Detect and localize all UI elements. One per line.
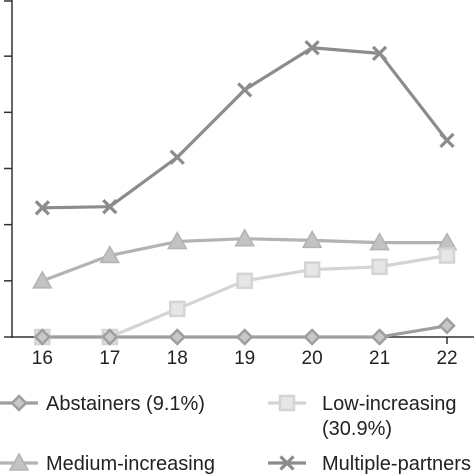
legend: Abstainers (9.1%) Low-increasing (30.9%) Me… bbox=[0, 393, 471, 474]
data-point-medium bbox=[301, 229, 323, 249]
legend-label: Low-increasing bbox=[322, 393, 457, 415]
data-point-abstainers bbox=[235, 328, 254, 346]
data-point-medium bbox=[32, 270, 53, 289]
legend-label: Abstainers (9.1%) bbox=[46, 393, 205, 415]
x-tick-label: 21 bbox=[369, 348, 390, 369]
legend-item-abstainers: Abstainers (9.1%) bbox=[0, 393, 205, 415]
x-tick-label: 19 bbox=[234, 348, 255, 369]
data-point-abstainers bbox=[370, 328, 389, 346]
legend-item-medium: Medium-increasing bbox=[0, 452, 215, 474]
data-point-multiple bbox=[304, 40, 320, 56]
x-tick-label: 20 bbox=[302, 348, 323, 369]
legend-marker-abstainers bbox=[10, 394, 28, 412]
data-point-medium bbox=[99, 245, 121, 264]
data-point-low bbox=[438, 247, 456, 264]
data-point-low bbox=[371, 258, 388, 276]
legend-marker-low bbox=[278, 394, 296, 412]
data-point-abstainers bbox=[438, 316, 456, 335]
series-markers bbox=[32, 40, 458, 346]
data-point-multiple bbox=[169, 149, 185, 165]
data-point-multiple bbox=[439, 132, 455, 149]
data-point-low bbox=[168, 300, 186, 318]
legend-label: Multiple-partners bbox=[322, 453, 471, 474]
legend-label: Medium-increasing bbox=[46, 453, 215, 474]
legend-marker-medium bbox=[8, 452, 30, 471]
data-point-low bbox=[236, 272, 253, 290]
x-tick-label: 17 bbox=[99, 348, 120, 369]
data-point-medium bbox=[369, 232, 390, 251]
x-tick-label: 16 bbox=[32, 348, 53, 369]
data-point-medium bbox=[166, 230, 188, 250]
data-point-low bbox=[303, 261, 321, 278]
legend-label: (30.9%) bbox=[322, 418, 392, 440]
series-line-multiple bbox=[42, 46, 449, 210]
data-point-multiple bbox=[102, 199, 118, 215]
x-tick-label: 22 bbox=[436, 348, 457, 369]
legend-item-low: Low-increasing (30.9%) bbox=[268, 393, 457, 440]
legend-item-multiple: Multiple-partners bbox=[268, 453, 471, 474]
legend-marker-multiple bbox=[279, 455, 295, 471]
data-point-multiple bbox=[237, 82, 253, 98]
data-point-abstainers bbox=[101, 328, 119, 346]
data-point-abstainers bbox=[168, 328, 187, 346]
x-tick-label: 18 bbox=[167, 348, 188, 369]
data-point-multiple bbox=[371, 45, 388, 61]
data-point-abstainers bbox=[33, 328, 52, 346]
data-point-multiple bbox=[34, 200, 50, 216]
chart-axes: 16 17 18 19 20 21 22 bbox=[4, 0, 474, 369]
data-point-abstainers bbox=[303, 328, 321, 346]
data-point-medium bbox=[234, 228, 255, 247]
